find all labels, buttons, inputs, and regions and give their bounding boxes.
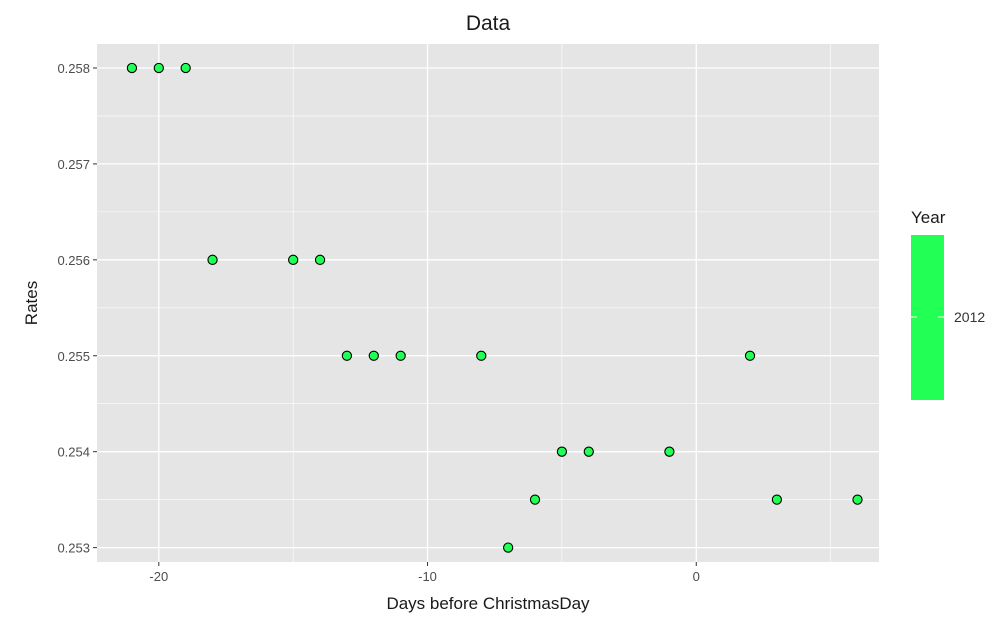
- data-point: [529, 494, 541, 505]
- plot-panel: [97, 44, 879, 562]
- data-point: [583, 446, 594, 457]
- y-tick-label: 0.256: [57, 253, 90, 268]
- data-point: [207, 254, 218, 265]
- y-tick-label: 0.254: [57, 445, 90, 460]
- data-point: [852, 494, 863, 505]
- data-point: [744, 350, 756, 361]
- x-axis: -20 -10 0: [149, 562, 700, 584]
- y-tick-label: 0.253: [57, 541, 90, 556]
- data-point: [771, 494, 783, 505]
- y-axis: 0.253 0.254 0.255 0.256 0.257 0.258: [57, 61, 97, 556]
- data-point: [180, 62, 191, 74]
- y-axis-title: Rates: [22, 281, 41, 325]
- data-point: [395, 350, 406, 361]
- y-tick-label: 0.257: [57, 157, 90, 172]
- legend-title: Year: [911, 208, 946, 227]
- data-point: [556, 446, 568, 457]
- x-axis-title: Days before ChristmasDay: [386, 594, 590, 613]
- chart-title: Data: [466, 12, 511, 35]
- legend: Year 2012: [911, 208, 985, 400]
- data-point: [153, 62, 164, 74]
- data-point: [664, 446, 675, 457]
- data-point: [503, 542, 514, 553]
- data-points: [126, 62, 863, 553]
- data-point: [288, 254, 299, 265]
- x-tick-label: -10: [418, 569, 437, 584]
- minor-gridlines: [97, 44, 879, 562]
- data-point: [476, 350, 487, 361]
- x-tick-label: 0: [693, 569, 700, 584]
- y-tick-label: 0.255: [57, 349, 90, 364]
- legend-label-2012: 2012: [954, 309, 985, 325]
- data-point: [341, 350, 353, 361]
- data-point: [368, 350, 379, 361]
- x-tick-label: -20: [149, 569, 168, 584]
- y-tick-label: 0.258: [57, 61, 90, 76]
- data-point: [126, 62, 138, 74]
- data-point: [314, 254, 326, 265]
